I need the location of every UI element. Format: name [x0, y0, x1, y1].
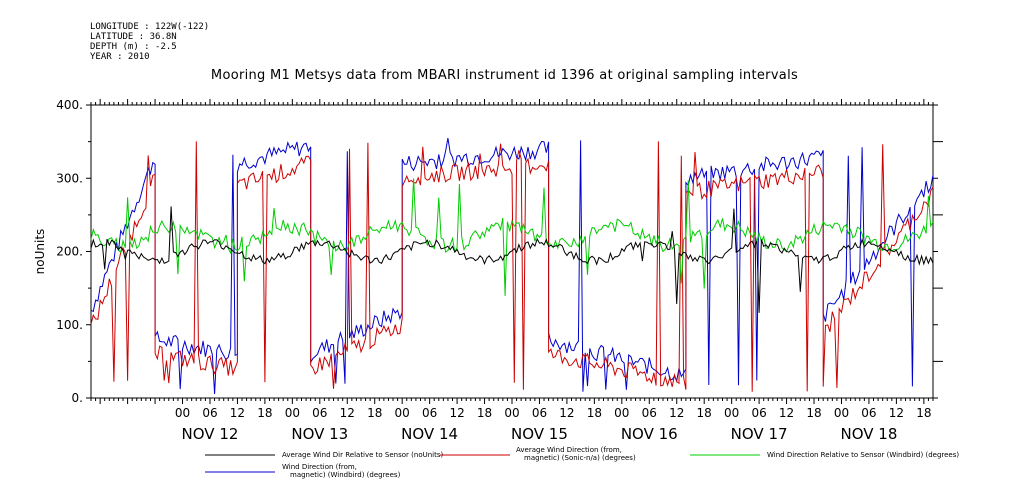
x-hour-label: 12 — [779, 406, 794, 420]
latitude-text: LATITUDE : 36.8N — [90, 32, 177, 42]
series-line-1 — [90, 141, 934, 392]
y-tick-label: 0. — [72, 391, 83, 405]
legend-label: Wind Direction Relative to Sensor (Windb… — [767, 451, 959, 459]
x-hour-label: 12 — [449, 406, 464, 420]
legend-label: Average Wind Dir Relative to Sensor (noU… — [282, 451, 443, 459]
x-hour-label: 00 — [175, 406, 190, 420]
x-hour-label: 06 — [312, 406, 327, 420]
series-line-2 — [90, 178, 934, 296]
x-hour-label: 06 — [202, 406, 217, 420]
x-hour-label: 12 — [559, 406, 574, 420]
y-tick-label: 400. — [56, 98, 83, 112]
chart-title: Mooring M1 Metsys data from MBARI instru… — [210, 68, 799, 83]
x-hour-label: 00 — [285, 406, 300, 420]
x-day-label: NOV 18 — [840, 425, 897, 443]
depth-text: DEPTH (m) : -2.5 — [90, 42, 177, 52]
legend-label: magnetic) (Sonic-n/a) (degrees) — [524, 454, 636, 462]
x-hour-label: 06 — [861, 406, 876, 420]
x-hour-label: 12 — [889, 406, 904, 420]
series-line-0 — [90, 206, 934, 313]
x-hour-label: 18 — [367, 406, 382, 420]
x-hour-label: 00 — [504, 406, 519, 420]
legend-label: magnetic) (Windbird) (degrees) — [290, 471, 401, 479]
y-tick-label: 200. — [56, 245, 83, 259]
x-hour-label: 18 — [916, 406, 931, 420]
x-hour-label: 00 — [724, 406, 739, 420]
x-hour-label: 18 — [257, 406, 272, 420]
x-day-label: NOV 15 — [511, 425, 568, 443]
x-hour-label: 18 — [477, 406, 492, 420]
x-day-label: NOV 13 — [291, 425, 348, 443]
y-tick-label: 300. — [56, 171, 83, 185]
legend-label: Average Wind Direction (from, — [516, 446, 622, 454]
series-line-3 — [90, 138, 934, 395]
x-hour-label: 00 — [614, 406, 629, 420]
year-text: YEAR : 2010 — [90, 52, 150, 62]
x-hour-label: 00 — [395, 406, 410, 420]
x-day-label: NOV 17 — [731, 425, 788, 443]
x-day-label: NOV 12 — [182, 425, 239, 443]
longitude-text: LONGITUDE : 122W(-122) — [90, 22, 210, 32]
x-day-label: NOV 14 — [401, 425, 458, 443]
x-hour-label: 06 — [532, 406, 547, 420]
x-hour-label: 12 — [340, 406, 355, 420]
legend-label: Wind Direction (from, — [282, 463, 357, 471]
x-hour-label: 06 — [422, 406, 437, 420]
y-tick-label: 100. — [56, 318, 83, 332]
x-hour-label: 12 — [669, 406, 684, 420]
x-hour-label: 00 — [834, 406, 849, 420]
x-hour-label: 06 — [642, 406, 657, 420]
x-hour-label: 18 — [806, 406, 821, 420]
y-axis-label: noUnits — [33, 229, 47, 275]
x-hour-label: 12 — [230, 406, 245, 420]
x-day-label: NOV 16 — [621, 425, 678, 443]
x-hour-label: 18 — [587, 406, 602, 420]
metadata-block: LONGITUDE : 122W(-122) LATITUDE : 36.8N … — [90, 22, 209, 62]
x-hour-label: 18 — [697, 406, 712, 420]
x-hour-label: 06 — [751, 406, 766, 420]
